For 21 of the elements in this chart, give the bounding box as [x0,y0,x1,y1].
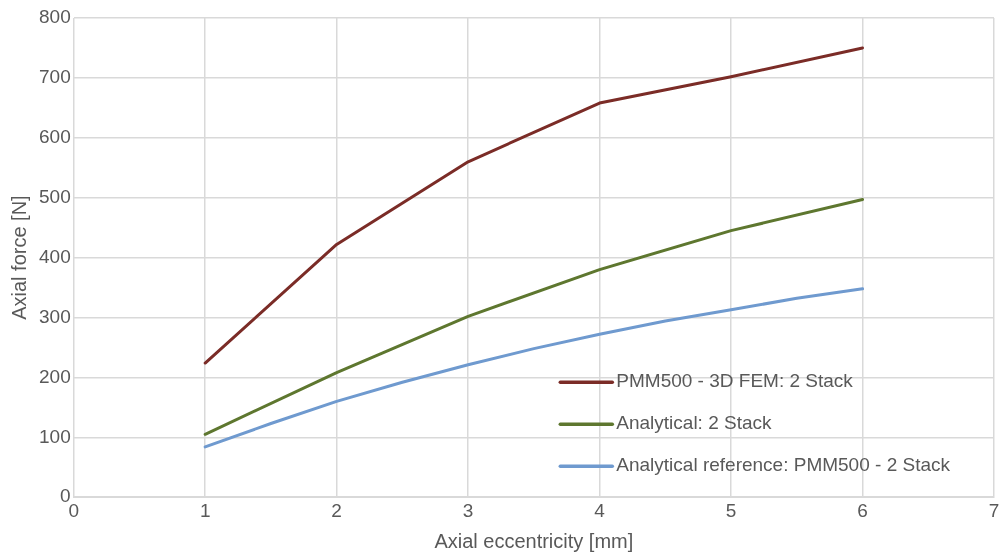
y-tick-label: 400 [39,245,71,267]
x-tick-label: 3 [462,499,474,521]
y-axis-title: Axial force [N] [7,195,30,320]
x-axis-title: Axial eccentricity [mm] [434,529,634,552]
y-tick-label: 100 [39,425,71,447]
y-tick-label: 500 [39,185,71,207]
legend-label: Analytical reference: PMM500 - 2 Stack [616,454,951,476]
y-tick-label: 600 [39,126,71,148]
x-tick-label: 4 [594,499,606,521]
x-tick-label: 5 [725,499,737,521]
x-tick-label: 6 [857,499,868,521]
y-tick-label: 0 [60,485,71,507]
y-tick-label: 200 [39,365,71,387]
x-tick-label: 1 [199,499,211,521]
legend-label: PMM500 - 3D FEM: 2 Stack [616,370,854,392]
y-tick-label: 300 [39,305,71,327]
legend-label: Analytical: 2 Stack [616,412,773,434]
x-tick-label: 7 [988,499,1000,521]
y-tick-label: 700 [39,66,71,88]
y-tick-label: 800 [39,6,71,28]
x-tick-label: 2 [331,499,342,521]
